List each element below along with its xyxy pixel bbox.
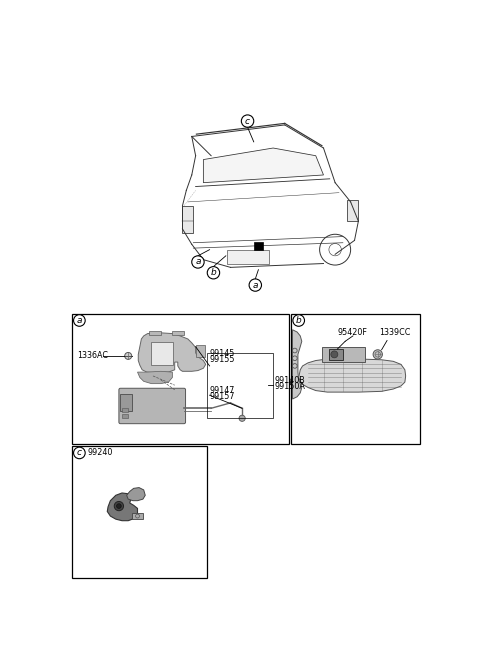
FancyBboxPatch shape — [119, 388, 186, 424]
Bar — [149, 331, 161, 335]
Text: 99147: 99147 — [210, 386, 235, 395]
Bar — [72, 446, 207, 578]
Circle shape — [125, 352, 132, 359]
Text: b: b — [296, 316, 301, 325]
Text: 99140B: 99140B — [275, 376, 305, 385]
Polygon shape — [299, 359, 406, 392]
Text: a: a — [195, 257, 201, 266]
Circle shape — [331, 351, 338, 358]
Text: 99145: 99145 — [210, 349, 235, 358]
Circle shape — [207, 266, 220, 279]
Polygon shape — [292, 330, 302, 399]
Text: 99240: 99240 — [87, 449, 112, 457]
Bar — [322, 346, 365, 362]
Bar — [329, 349, 343, 359]
Circle shape — [249, 279, 262, 291]
Bar — [152, 342, 173, 365]
Text: a: a — [77, 316, 82, 325]
Text: 99157: 99157 — [210, 392, 235, 401]
Text: 99155: 99155 — [210, 356, 235, 364]
Circle shape — [373, 350, 383, 359]
Text: b: b — [211, 268, 216, 277]
Text: a: a — [252, 281, 258, 289]
Circle shape — [73, 315, 85, 326]
Bar — [120, 394, 132, 411]
Bar — [291, 314, 420, 445]
Circle shape — [241, 115, 254, 127]
Polygon shape — [107, 493, 137, 521]
Polygon shape — [127, 487, 145, 501]
Circle shape — [239, 415, 245, 421]
Bar — [132, 513, 143, 519]
Polygon shape — [204, 148, 324, 182]
Text: 1336AC: 1336AC — [77, 352, 108, 360]
Text: c: c — [77, 449, 82, 457]
Circle shape — [192, 256, 204, 268]
Bar — [347, 199, 359, 221]
Bar — [227, 250, 269, 264]
Text: 95420F: 95420F — [337, 327, 367, 337]
Circle shape — [117, 504, 121, 508]
Bar — [254, 242, 263, 250]
Bar — [72, 314, 289, 445]
Text: 1339CC: 1339CC — [379, 327, 411, 337]
Bar — [182, 206, 193, 233]
Circle shape — [114, 501, 123, 510]
Text: c: c — [245, 117, 250, 125]
Polygon shape — [137, 371, 172, 384]
Text: 99150A: 99150A — [275, 382, 306, 391]
Bar — [196, 345, 205, 357]
Bar — [122, 407, 128, 412]
Polygon shape — [138, 333, 206, 373]
Bar — [172, 331, 184, 335]
Circle shape — [73, 447, 85, 459]
Bar — [207, 353, 273, 419]
Circle shape — [293, 315, 304, 326]
Bar — [122, 414, 128, 419]
